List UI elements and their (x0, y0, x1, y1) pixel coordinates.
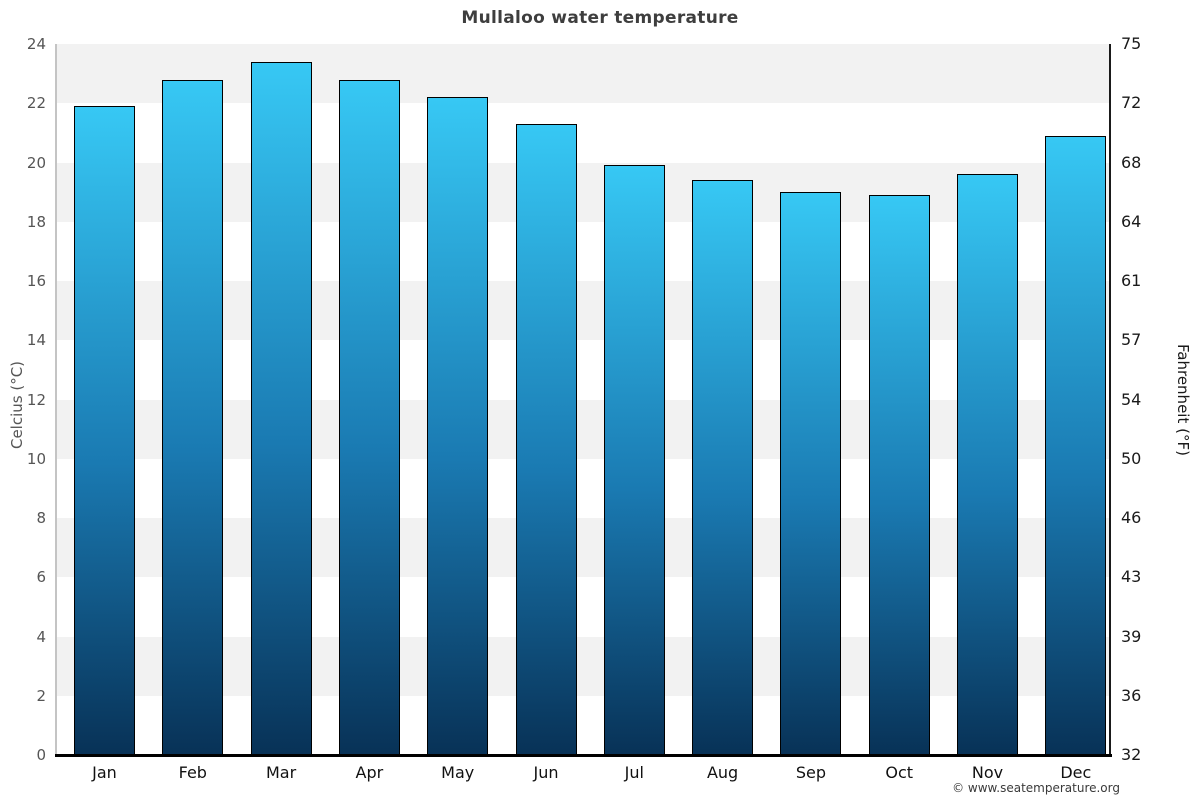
bar-sep[interactable] (780, 192, 842, 755)
xtick-apr: Apr (355, 763, 384, 782)
xtick-jan: Jan (92, 763, 117, 782)
grid-band (57, 577, 1110, 637)
ytick-celsius-2: 2 (36, 686, 46, 705)
ytick-celsius-16: 16 (26, 272, 46, 290)
xtick-nov: Nov (971, 763, 1004, 782)
grid-band (57, 281, 1110, 341)
ytick-celsius-12: 12 (26, 390, 46, 409)
ytick-fahrenheit-75: 75 (1121, 34, 1142, 53)
xtick-mar: Mar (266, 763, 297, 782)
chart-title: Mullaloo water temperature (461, 8, 739, 28)
grid-band (57, 44, 1110, 104)
xtick-may: May (441, 763, 475, 782)
ytick-celsius-14: 14 (26, 331, 46, 350)
ytick-fahrenheit-36: 36 (1121, 685, 1142, 705)
xtick-dec: Dec (1060, 763, 1092, 782)
xtick-feb: Feb (178, 763, 207, 782)
ytick-celsius-20: 20 (26, 153, 46, 172)
bar-aug[interactable] (692, 180, 754, 755)
ytick-fahrenheit-61: 61 (1121, 271, 1142, 290)
y-axis-line-fahrenheit (1109, 44, 1111, 755)
ytick-celsius-4: 4 (36, 627, 46, 646)
xtick-sep: Sep (795, 763, 826, 782)
ytick-fahrenheit-39: 39 (1121, 626, 1142, 646)
grid-band (57, 221, 1110, 281)
x-axis-line (55, 754, 1112, 757)
ytick-fahrenheit-32: 32 (1121, 745, 1142, 764)
bar-jan[interactable] (74, 106, 135, 755)
y-axis-title-celsius: Celcius (°C) (8, 360, 26, 450)
xtick-jun: Jun (533, 763, 559, 782)
grid-band (57, 458, 1110, 518)
bar-may[interactable] (427, 97, 489, 755)
ytick-celsius-6: 6 (36, 568, 46, 587)
grid-band (57, 162, 1110, 222)
bar-dec[interactable] (1045, 135, 1107, 755)
bar-jun[interactable] (515, 123, 577, 755)
ytick-celsius-0: 0 (36, 746, 46, 764)
grid-band (57, 399, 1110, 459)
ytick-celsius-22: 22 (26, 94, 46, 113)
ytick-fahrenheit-57: 57 (1121, 330, 1142, 350)
ytick-celsius-24: 24 (26, 35, 46, 53)
grid-band (57, 103, 1110, 163)
ytick-fahrenheit-72: 72 (1121, 93, 1142, 113)
plot-area (57, 44, 1110, 755)
ytick-celsius-10: 10 (26, 449, 46, 468)
grid-band (57, 636, 1110, 696)
ytick-fahrenheit-64: 64 (1121, 211, 1142, 231)
bar-mar[interactable] (250, 61, 312, 755)
ytick-fahrenheit-54: 54 (1121, 389, 1142, 409)
ytick-fahrenheit-46: 46 (1121, 508, 1142, 527)
grid-band (57, 695, 1110, 755)
xtick-jul: Jul (624, 763, 644, 782)
bar-apr[interactable] (338, 79, 400, 755)
ytick-fahrenheit-50: 50 (1121, 448, 1142, 468)
xtick-aug: Aug (706, 763, 739, 782)
grid-band (57, 518, 1110, 578)
copyright-text: © www.seatemperature.org (952, 781, 1120, 795)
ytick-celsius-18: 18 (26, 212, 46, 231)
xtick-oct: Oct (885, 763, 914, 782)
grid-band (57, 340, 1110, 400)
bar-feb[interactable] (162, 79, 224, 755)
ytick-fahrenheit-68: 68 (1121, 152, 1142, 172)
y-axis-title-fahrenheit: Fahrenheit (°F) (1174, 344, 1192, 456)
bar-nov[interactable] (957, 174, 1018, 755)
y-axis-line-celsius (55, 44, 57, 755)
ytick-fahrenheit-43: 43 (1121, 567, 1142, 587)
bar-oct[interactable] (868, 195, 930, 755)
ytick-celsius-8: 8 (36, 509, 46, 527)
bar-jul[interactable] (603, 165, 665, 755)
